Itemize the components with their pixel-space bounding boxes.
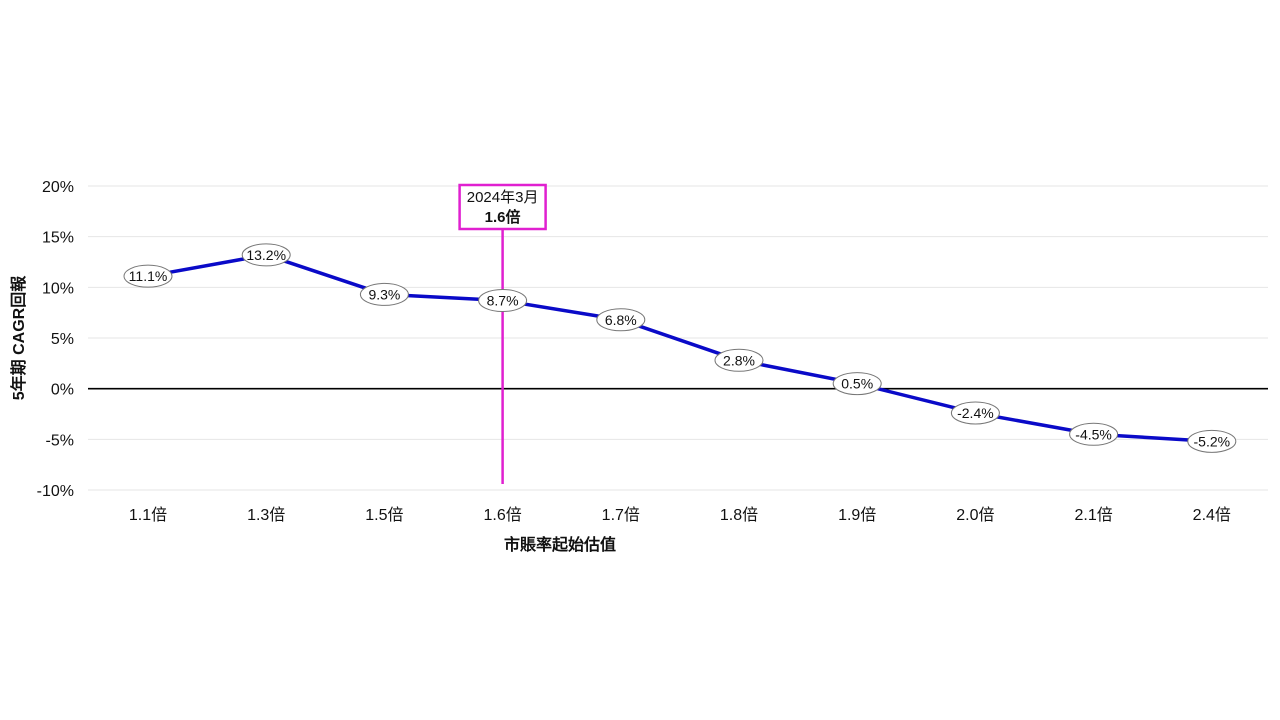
data-label-text: 0.5%	[841, 376, 873, 392]
data-label-text: -5.2%	[1194, 433, 1231, 449]
x-axis-ticks: 1.1倍 1.3倍 1.5倍 1.6倍 1.7倍 1.8倍 1.9倍 2.0倍 2.1倍 2.4倍	[129, 506, 1231, 524]
y-tick-label: 5%	[51, 331, 74, 348]
data-label-bubble	[359, 282, 409, 306]
y-axis-ticks: -10% -5% 0% 5% 10% 15% 20%	[37, 179, 74, 500]
x-tick-label: 1.7倍	[602, 506, 640, 524]
y-tick-label: 20%	[42, 179, 74, 196]
gridlines	[88, 185, 1268, 491]
data-label-bubble	[1187, 429, 1237, 453]
x-tick-label: 1.5倍	[365, 506, 403, 524]
x-tick-label: 1.9倍	[838, 506, 876, 524]
data-label: -5.2%	[1187, 429, 1237, 453]
data-label: -4.5%	[1069, 422, 1119, 446]
annotation-marker: 2024年3月 1.6倍	[458, 183, 547, 484]
data-label: 8.7%	[478, 289, 528, 313]
data-label-bubble	[241, 243, 291, 267]
data-label: -2.4%	[950, 401, 1000, 425]
data-label-text: 13.2%	[246, 247, 286, 263]
x-tick-label: 2.4倍	[1193, 506, 1231, 524]
y-tick-label: -5%	[46, 432, 74, 449]
x-tick-label: 2.1倍	[1074, 506, 1112, 524]
x-tick-label: 1.1倍	[129, 506, 167, 524]
data-label: 9.3%	[359, 282, 409, 306]
data-label-bubble	[950, 401, 1000, 425]
annotation-box	[458, 183, 547, 231]
data-label-text: -4.5%	[1075, 426, 1112, 442]
x-tick-label: 1.6倍	[483, 506, 521, 524]
data-label-text: 8.7%	[487, 293, 519, 309]
data-label-text: 2.8%	[723, 352, 755, 368]
data-label: 6.8%	[596, 308, 646, 332]
series	[147, 253, 1212, 444]
y-tick-label: -10%	[37, 483, 74, 500]
y-tick-label: 0%	[51, 382, 74, 399]
data-label-text: -2.4%	[957, 405, 994, 421]
data-label-text: 11.1%	[129, 268, 168, 284]
data-label-bubble	[123, 264, 173, 288]
data-label-bubble	[1069, 422, 1119, 446]
series-line	[147, 253, 1212, 444]
data-label-bubble	[714, 348, 764, 372]
data-label-bubble	[478, 289, 528, 313]
data-label-text: 9.3%	[368, 286, 400, 302]
y-tick-label: 15%	[42, 230, 74, 247]
data-label-bubble	[832, 372, 882, 396]
x-tick-label: 1.3倍	[247, 506, 285, 524]
data-label-text: 6.8%	[605, 312, 637, 328]
y-tick-label: 10%	[42, 280, 74, 297]
x-tick-label: 2.0倍	[956, 506, 994, 524]
data-label: 0.5%	[832, 372, 882, 396]
annotation-value: 1.6倍	[485, 208, 521, 226]
data-label: 2.8%	[714, 348, 764, 372]
data-label: 13.2%	[241, 243, 291, 267]
x-tick-label: 1.8倍	[720, 506, 758, 524]
x-axis-title: 市賬率起始估值	[504, 535, 616, 554]
data-labels: 11.1% 13.2% 9.3% 8.7% 6.8% 2.8% 0.5% -2.4% -4.5%…	[123, 243, 1237, 453]
data-label-bubble	[596, 308, 646, 332]
data-label: 11.1%	[123, 264, 173, 288]
annotation-date: 2024年3月	[467, 189, 539, 206]
y-axis-title: 5年期 CAGR回報	[9, 275, 28, 400]
